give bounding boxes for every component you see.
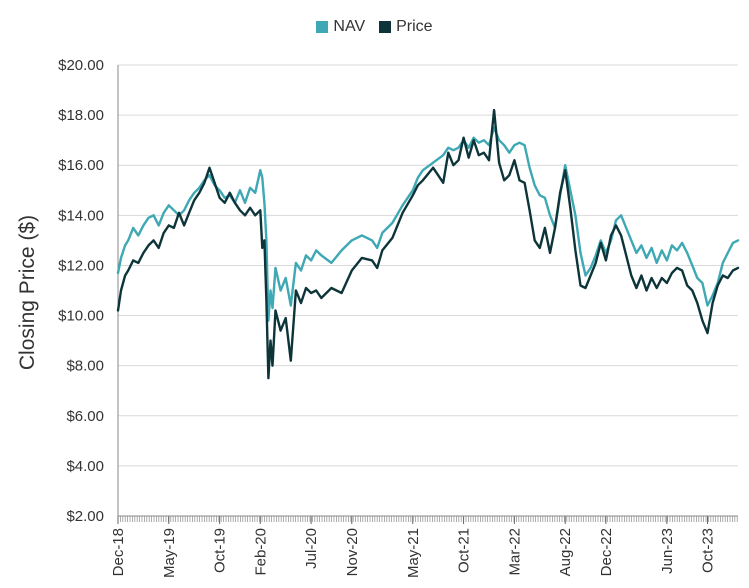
x-tick-label: Feb-20 (252, 528, 269, 576)
y-tick-label: $12.00 (58, 257, 104, 274)
grid-lines (118, 64, 738, 517)
x-tick-label: May-21 (405, 528, 422, 578)
x-axis-minor-ticks (117, 516, 738, 522)
y-tick-label: $14.00 (58, 207, 104, 224)
x-axis-ticks: Dec-18 May-19 Oct-19 Feb-20 Jul-20 Nov-20 May-… (110, 516, 717, 578)
y-tick-label: $10.00 (58, 308, 104, 325)
legend-swatch-price (379, 21, 392, 33)
x-tick-label: Dec-22 (598, 528, 615, 576)
y-tick-label: $6.00 (66, 408, 104, 425)
y-axis-label: Closing Price ($) (16, 215, 39, 370)
x-tick-label: Aug-22 (557, 528, 574, 576)
legend-label-price: Price (396, 18, 433, 35)
y-tick-label: $18.00 (58, 107, 104, 124)
x-tick-label: Oct-23 (700, 528, 717, 573)
legend-label-nav: NAV (333, 18, 366, 35)
series-line-nav (116, 126, 740, 322)
x-tick-label: Jun-23 (659, 528, 676, 574)
y-tick-label: $8.00 (66, 358, 104, 375)
series-lines (116, 108, 740, 380)
legend-swatch-nav (316, 21, 329, 33)
x-tick-label: Oct-21 (456, 528, 473, 573)
x-tick-label: Mar-22 (506, 528, 523, 576)
y-tick-label: $2.00 (66, 508, 104, 525)
series-line-price (116, 108, 740, 380)
x-tick-label: May-19 (161, 528, 178, 578)
x-tick-label: Dec-18 (110, 528, 127, 576)
x-tick-label: Nov-20 (344, 528, 361, 576)
x-tick-label: Jul-20 (303, 528, 320, 569)
legend-item-price[interactable]: Price (379, 18, 433, 36)
legend-item-nav[interactable]: NAV (316, 18, 365, 36)
x-tick-label: Oct-19 (212, 528, 229, 573)
y-tick-label: $20.00 (58, 57, 104, 74)
chart-legend: NAV Price (0, 18, 749, 36)
y-tick-label: $4.00 (66, 458, 104, 475)
y-tick-label: $16.00 (58, 157, 104, 174)
y-axis-ticks: $2.00 $4.00 $6.00 $8.00 $10.00 $12.00 $14.00 $1… (58, 57, 104, 525)
